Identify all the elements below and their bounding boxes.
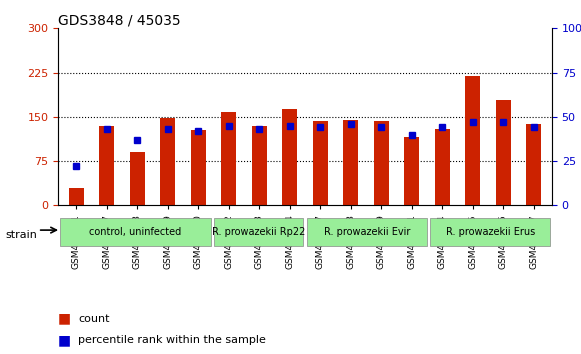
Text: percentile rank within the sample: percentile rank within the sample [78, 335, 266, 345]
Bar [374, 121, 389, 205]
Bar [282, 109, 297, 205]
FancyBboxPatch shape [430, 217, 550, 246]
FancyBboxPatch shape [214, 217, 303, 246]
Text: GDS3848 / 45035: GDS3848 / 45035 [58, 13, 181, 27]
Text: count: count [78, 314, 110, 324]
Text: ■: ■ [58, 333, 71, 347]
Bar [526, 125, 541, 205]
Text: R. prowazekii Erus: R. prowazekii Erus [446, 227, 535, 237]
Text: control, uninfected: control, uninfected [89, 227, 181, 237]
Bar [69, 188, 84, 205]
Bar [130, 152, 145, 205]
FancyBboxPatch shape [307, 217, 427, 246]
Text: R. prowazekii Rp22: R. prowazekii Rp22 [212, 227, 306, 237]
Bar [343, 120, 358, 205]
Bar [221, 112, 236, 205]
Text: R. prowazekii Evir: R. prowazekii Evir [324, 227, 410, 237]
Bar [313, 121, 328, 205]
Bar [99, 126, 114, 205]
Text: ■: ■ [58, 312, 71, 326]
FancyBboxPatch shape [60, 217, 211, 246]
Text: strain: strain [6, 230, 38, 240]
Bar [191, 130, 206, 205]
Bar [160, 118, 175, 205]
Bar [404, 137, 419, 205]
Bar [465, 75, 480, 205]
Bar [435, 129, 450, 205]
Bar [252, 126, 267, 205]
Bar [496, 100, 511, 205]
